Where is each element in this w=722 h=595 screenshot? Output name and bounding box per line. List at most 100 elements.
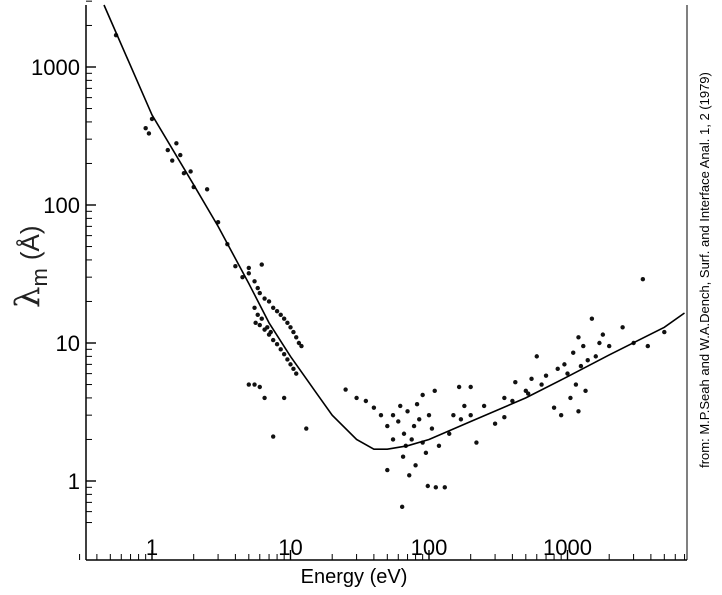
data-point (262, 296, 267, 301)
data-point (304, 426, 309, 431)
data-point (573, 382, 579, 387)
x-tick-label: 100 (411, 535, 448, 560)
data-point (585, 358, 590, 363)
data-point (257, 322, 262, 328)
data-point (278, 312, 283, 318)
data-point (294, 371, 299, 376)
data-point (432, 388, 437, 394)
data-point (233, 264, 238, 269)
data-point (240, 274, 245, 280)
data-point (371, 405, 377, 410)
data-point (281, 395, 287, 401)
y-tick-label: 10 (56, 331, 80, 356)
data-point (291, 329, 296, 335)
data-point (278, 347, 283, 352)
data-point (589, 316, 595, 321)
data-point (246, 265, 252, 271)
data-point (468, 412, 473, 418)
data-point (411, 423, 417, 429)
data-point (285, 320, 290, 326)
data-point (433, 485, 439, 490)
data-point (436, 443, 442, 448)
data-point (285, 357, 290, 362)
ticks (79, 0, 686, 560)
data-point (252, 305, 257, 310)
data-point (429, 426, 435, 431)
data-point (378, 412, 384, 418)
data-point (413, 463, 418, 468)
data-point (558, 412, 564, 418)
data-point (562, 362, 567, 367)
data-point (255, 312, 260, 318)
data-point (281, 351, 287, 357)
data-point (170, 158, 175, 163)
data-point (385, 467, 390, 473)
data-point (257, 384, 262, 390)
data-point (204, 187, 210, 192)
x-tick-label: 1 (146, 535, 158, 560)
data-point (525, 391, 531, 396)
data-point (257, 290, 262, 296)
data-point (354, 395, 359, 401)
data-point (502, 414, 507, 420)
data-point (565, 371, 570, 376)
data-point (606, 343, 612, 349)
data-point (534, 354, 539, 359)
data-point (259, 262, 264, 267)
data-point (165, 147, 170, 153)
y-tick-label: 1 (68, 469, 80, 494)
data-point (407, 473, 412, 478)
data-point (188, 169, 193, 174)
data-point (576, 335, 581, 340)
y-axis-label-subscript: m (27, 268, 52, 286)
data-point (502, 395, 507, 401)
y-tick-label: 100 (43, 193, 80, 218)
data-point (390, 437, 396, 442)
data-point (259, 316, 264, 321)
data-point (420, 392, 425, 398)
data-point (551, 405, 557, 410)
data-point (270, 434, 276, 439)
data-point (390, 412, 396, 418)
data-point (181, 170, 187, 176)
data-point (143, 126, 148, 131)
data-point (529, 376, 534, 382)
data-point (405, 409, 410, 414)
data-point (255, 285, 260, 291)
data-point (468, 384, 473, 390)
data-point (417, 417, 422, 422)
data-point (252, 279, 257, 284)
x-tick-label: 1000 (543, 535, 592, 560)
data-point (265, 325, 270, 330)
fit-curve (103, 4, 685, 450)
data-point (294, 335, 299, 340)
data-point (568, 395, 573, 401)
data-point (662, 329, 667, 335)
data-point (288, 325, 293, 330)
data-point (385, 423, 390, 429)
data-point (274, 342, 280, 347)
data-point (253, 320, 258, 326)
data-point (645, 343, 651, 349)
data-point (510, 398, 515, 404)
data-point (266, 299, 272, 304)
data-point (597, 340, 602, 346)
data-point (399, 504, 405, 510)
data-point (462, 403, 467, 409)
data-point (555, 366, 560, 372)
data-point (593, 354, 598, 359)
x-axis-label: Energy (eV) (301, 566, 408, 588)
data-points (113, 32, 667, 510)
data-point (620, 325, 625, 330)
data-point (474, 440, 479, 445)
y-tick-label: 1000 (31, 55, 80, 80)
data-point (146, 131, 152, 136)
data-point (492, 421, 498, 426)
data-point (288, 362, 293, 367)
plot-frame (85, 5, 688, 561)
data-point (543, 373, 549, 378)
data-point (270, 337, 276, 343)
source-credit: from: M.P.Seah and W.A.Dench, Surf. and … (697, 72, 712, 468)
data-point (425, 483, 430, 489)
data-point (481, 403, 487, 409)
